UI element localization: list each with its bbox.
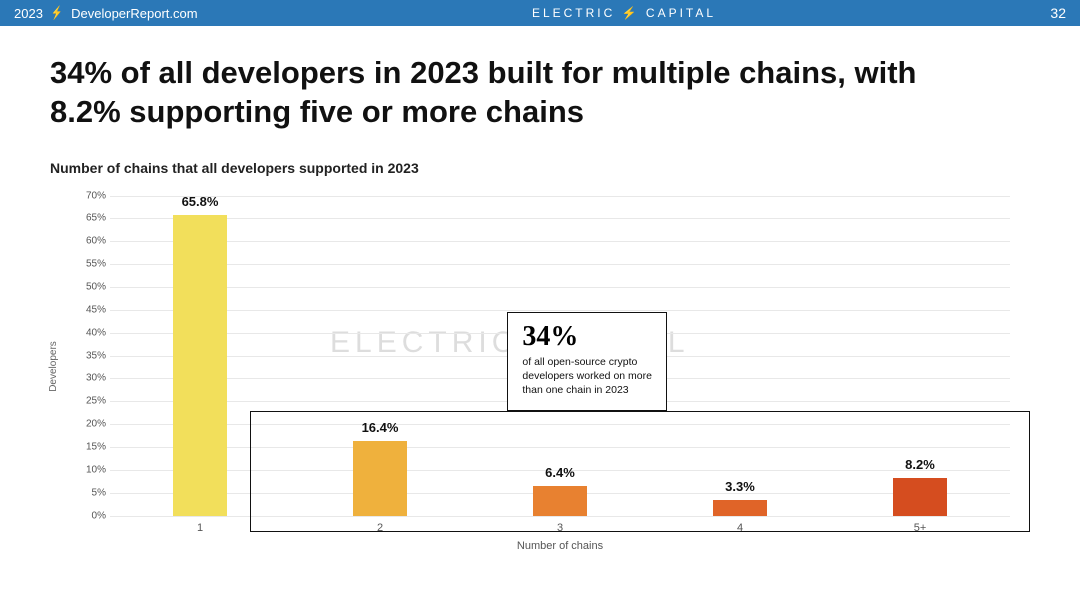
y-tick: 45% [76, 304, 106, 315]
y-tick: 60% [76, 236, 106, 247]
slide-title: 34% of all developers in 2023 built for … [50, 54, 950, 132]
grid-line [110, 218, 1010, 219]
y-tick: 65% [76, 213, 106, 224]
header-left: 2023 ⚡ DeveloperReport.com [14, 5, 198, 21]
bar-value-label: 65.8% [173, 194, 227, 209]
slide-content: 34% of all developers in 2023 built for … [0, 26, 1080, 566]
y-tick: 15% [76, 441, 106, 452]
chart-subtitle: Number of chains that all developers sup… [50, 160, 1030, 176]
y-tick: 10% [76, 464, 106, 475]
y-tick: 30% [76, 373, 106, 384]
slide-header: 2023 ⚡ DeveloperReport.com ELECTRIC ⚡ CA… [0, 0, 1080, 26]
chart: Developers ELECTRIC CAPITAL Number of ch… [50, 186, 1030, 556]
y-axis-label: Developers [48, 341, 59, 392]
grid-line [110, 310, 1010, 311]
plot-area: ELECTRIC CAPITAL Number of chains 0%5%10… [110, 196, 1010, 516]
highlight-box [250, 411, 1030, 532]
callout-percent: 34% [522, 323, 652, 351]
y-tick: 70% [76, 190, 106, 201]
grid-line [110, 264, 1010, 265]
x-axis-label: Number of chains [110, 540, 1010, 552]
y-tick: 5% [76, 487, 106, 498]
header-year: 2023 [14, 6, 43, 21]
y-tick: 0% [76, 510, 106, 521]
grid-line [110, 287, 1010, 288]
bolt-icon: ⚡ [51, 5, 62, 21]
y-tick: 55% [76, 259, 106, 270]
callout-text: of all open-source crypto developers wor… [522, 355, 652, 398]
callout-box: 34% of all open-source crypto developers … [507, 312, 667, 411]
header-brand: ELECTRIC ⚡ CAPITAL [198, 6, 1051, 20]
y-tick: 20% [76, 419, 106, 430]
x-tick: 1 [180, 522, 220, 534]
grid-line [110, 196, 1010, 197]
y-tick: 35% [76, 350, 106, 361]
header-page: 32 [1050, 5, 1066, 21]
grid-line [110, 241, 1010, 242]
header-site: DeveloperReport.com [71, 6, 197, 21]
bar: 65.8% [173, 215, 227, 516]
y-tick: 50% [76, 281, 106, 292]
y-tick: 25% [76, 396, 106, 407]
y-tick: 40% [76, 327, 106, 338]
